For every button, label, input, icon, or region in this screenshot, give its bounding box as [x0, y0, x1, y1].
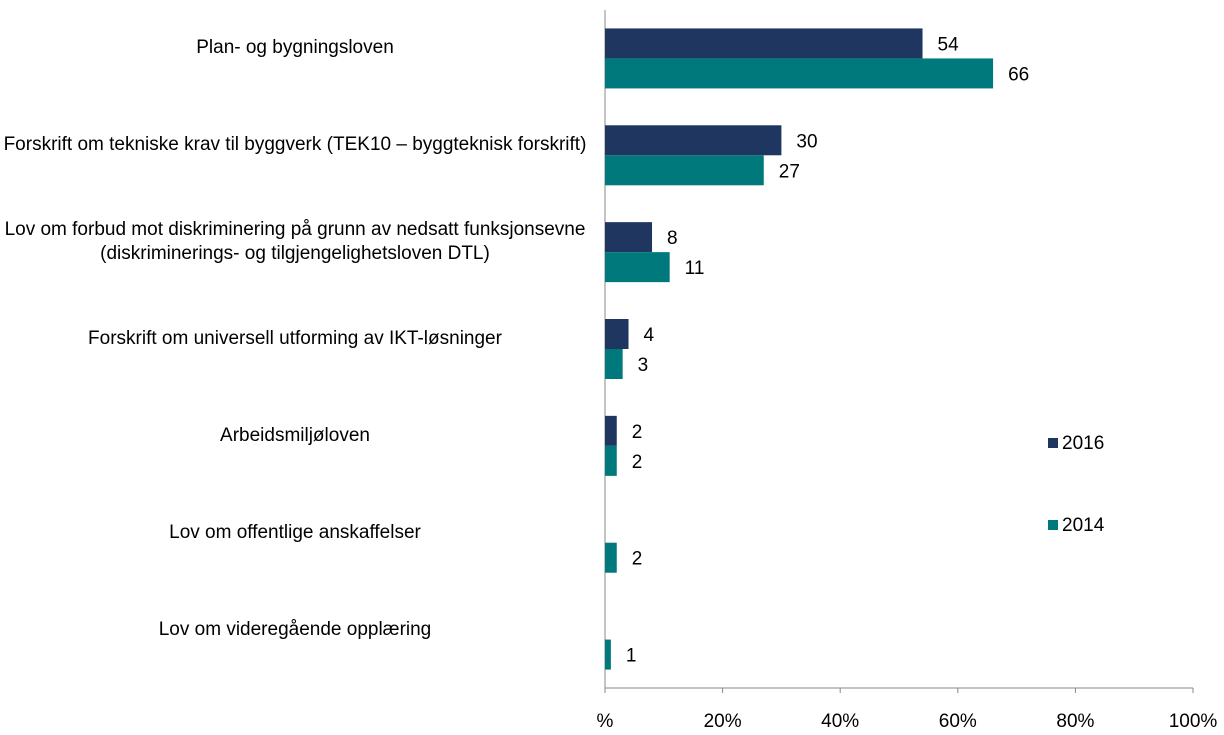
bar	[605, 125, 782, 156]
category-label: Forskrift om tekniske krav til byggverk …	[3, 134, 587, 156]
x-tick-label: 20%	[704, 711, 742, 732]
category-label: Forskrift om universell utforming av IKT…	[88, 327, 502, 349]
category-label: Lov om forbud mot diskriminering på grun…	[4, 219, 586, 265]
data-label: 66	[1008, 64, 1029, 85]
data-label: 4	[644, 325, 655, 346]
bar	[605, 319, 629, 349]
bar	[605, 639, 611, 670]
x-tick-label: 60%	[939, 711, 977, 732]
bar	[605, 28, 923, 59]
legend-label: 2014	[1062, 515, 1105, 536]
x-tick-label: 40%	[821, 711, 859, 732]
bar	[605, 542, 617, 573]
bar	[605, 58, 994, 89]
bar	[605, 222, 653, 253]
category-label: Lov om offentlige anskaffelser	[169, 521, 421, 543]
x-tick-label: 80%	[1056, 711, 1094, 732]
data-label: 2	[632, 422, 643, 443]
x-tick-label: 100%	[1169, 711, 1218, 732]
category-label: Lov om videregående opplæring	[158, 618, 432, 640]
legend-label: 2016	[1062, 433, 1104, 454]
bar	[605, 445, 617, 476]
bar	[605, 155, 764, 186]
data-label: 2	[632, 549, 643, 570]
data-label: 1	[626, 646, 637, 667]
legend-swatch	[1048, 520, 1058, 530]
bar	[605, 252, 670, 283]
data-label: 30	[796, 131, 817, 152]
category-label: Plan- og bygningsloven	[196, 37, 394, 59]
bar	[605, 415, 617, 446]
bar	[605, 349, 623, 379]
data-label: 3	[638, 355, 649, 376]
data-label: 11	[685, 258, 705, 279]
data-label: 2	[632, 452, 643, 473]
data-label: 54	[938, 34, 960, 55]
category-label: Arbeidsmiljøloven	[220, 424, 370, 446]
legend-swatch	[1048, 438, 1058, 448]
x-tick-label: %	[597, 711, 614, 732]
data-label: 27	[779, 161, 800, 182]
data-label: 8	[667, 228, 678, 249]
